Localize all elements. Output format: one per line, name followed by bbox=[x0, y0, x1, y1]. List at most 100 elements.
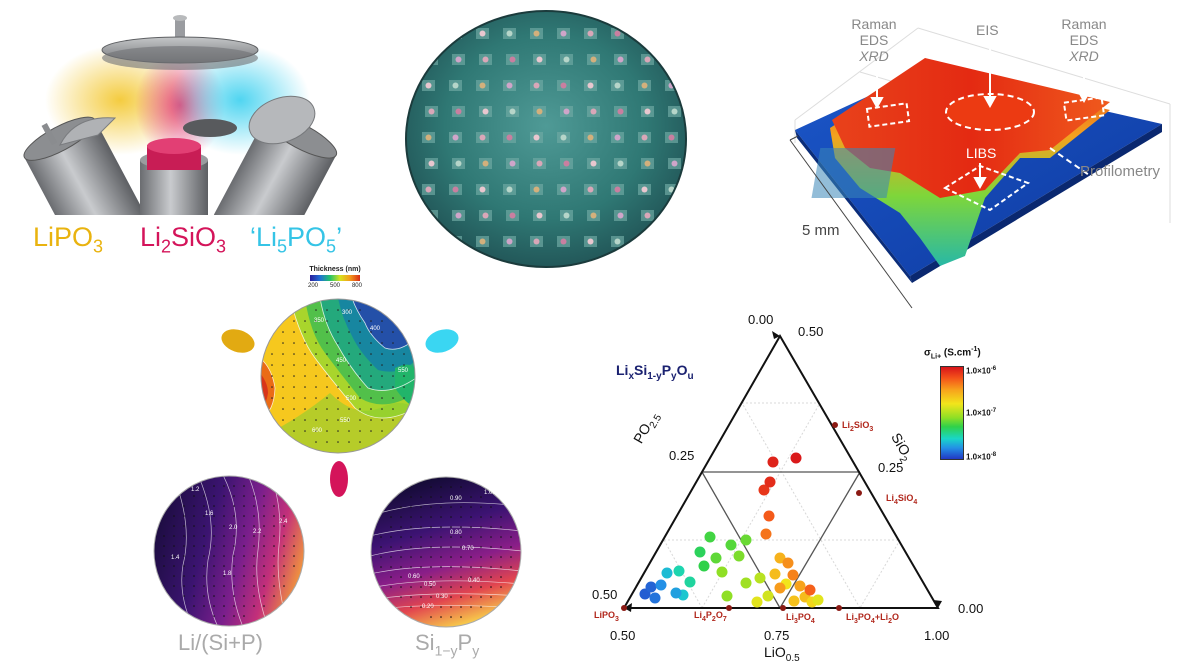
wafer-pad-dot bbox=[452, 82, 459, 89]
li-ratio-map: 1.2 1.6 2.0 2.2 2.4 1.4 1.8 bbox=[153, 475, 305, 627]
measurement-dot bbox=[315, 353, 317, 355]
scale-label: 5 mm bbox=[802, 222, 840, 239]
measurement-dot bbox=[203, 595, 205, 597]
measurement-dot bbox=[213, 505, 215, 507]
measurement-dot bbox=[283, 565, 285, 567]
measurement-dot bbox=[348, 430, 350, 432]
li-ratio-map-drawing bbox=[153, 475, 305, 627]
measurement-dot bbox=[173, 555, 175, 557]
tick-bottom-left-value: 0.50 bbox=[592, 587, 618, 602]
measurement-dot bbox=[213, 615, 215, 617]
measurement-dot bbox=[510, 546, 512, 548]
phase-label-li2sio3: Li2SiO3 bbox=[842, 420, 873, 433]
measurement-dot bbox=[282, 331, 284, 333]
measurement-dot bbox=[263, 575, 265, 577]
measurement-dot bbox=[348, 408, 350, 410]
wafer-pad-dot bbox=[533, 186, 540, 193]
measurement-dot bbox=[359, 320, 361, 322]
wafer-pad-dot bbox=[644, 160, 651, 167]
wafer-pad-dot bbox=[668, 134, 675, 141]
measurement-dot bbox=[420, 586, 422, 588]
thickness-title: Thickness (nm) bbox=[309, 266, 361, 273]
wafer-pad-dot bbox=[509, 56, 516, 63]
measurement-dot bbox=[370, 397, 372, 399]
conductivity-colorbar bbox=[940, 366, 964, 460]
wafer-pad-dot bbox=[533, 134, 540, 141]
source-marker-li2sio3 bbox=[330, 461, 348, 497]
measurement-dot bbox=[163, 565, 165, 567]
measurement-dot bbox=[390, 556, 392, 558]
data-point bbox=[645, 581, 657, 593]
measurement-dot bbox=[253, 555, 255, 557]
measurement-dot bbox=[440, 526, 442, 528]
measurement-dot bbox=[263, 505, 265, 507]
measurement-dot bbox=[420, 546, 422, 548]
wafer-pad-dot bbox=[425, 186, 432, 193]
measurement-dot bbox=[203, 515, 205, 517]
wafer-pad-dot bbox=[590, 160, 597, 167]
measurement-dot bbox=[263, 535, 265, 537]
measurement-dot bbox=[490, 506, 492, 508]
wafer-pad-dot bbox=[641, 238, 648, 245]
measurement-dot bbox=[470, 546, 472, 548]
measurement-dot bbox=[326, 342, 328, 344]
wafer-pad-dot bbox=[590, 212, 597, 219]
wafer-pad bbox=[665, 236, 678, 247]
measurement-dot bbox=[348, 397, 350, 399]
measurement-dot bbox=[293, 397, 295, 399]
data-point bbox=[673, 565, 685, 577]
tick-bottom: 0.75 bbox=[764, 628, 790, 643]
measurement-dot bbox=[440, 586, 442, 588]
wafer-pad-dot bbox=[425, 30, 432, 37]
measurement-dot bbox=[410, 516, 412, 518]
device-3d-map: Raman EDS XRD EIS Raman EDS XRD LIBS Pro… bbox=[750, 8, 1175, 313]
thickness-map: 350 300 400 450 500 600 550 550 bbox=[260, 298, 416, 454]
measurement-dot bbox=[315, 386, 317, 388]
phase-sub: 4 bbox=[810, 617, 815, 625]
measurement-dot bbox=[430, 606, 432, 608]
tick-bottom: 0.50 bbox=[610, 628, 636, 643]
formula-sub: u bbox=[687, 370, 694, 382]
measurement-dot bbox=[359, 342, 361, 344]
data-point bbox=[751, 596, 763, 608]
data-point bbox=[787, 569, 799, 581]
formula-part: Li bbox=[616, 362, 629, 378]
measurement-dot bbox=[273, 545, 275, 547]
measurement-dot bbox=[403, 397, 405, 399]
measurement-dot bbox=[450, 596, 452, 598]
measurement-dot bbox=[337, 331, 339, 333]
tick-right-mid: 0.25 bbox=[878, 460, 904, 475]
measurement-dot bbox=[293, 342, 295, 344]
measurement-dot bbox=[183, 505, 185, 507]
measurement-dot bbox=[273, 585, 275, 587]
measurement-dot bbox=[430, 496, 432, 498]
measurement-dot bbox=[348, 342, 350, 344]
measurement-dot bbox=[263, 605, 265, 607]
measurement-dot bbox=[460, 606, 462, 608]
measurement-dot bbox=[243, 595, 245, 597]
measurement-dot bbox=[304, 364, 306, 366]
measurement-dot bbox=[490, 596, 492, 598]
measurement-dot bbox=[470, 556, 472, 558]
measurement-dot bbox=[193, 505, 195, 507]
source-label-li2sio3: Li2SiO3 bbox=[140, 222, 226, 257]
measurement-dot bbox=[403, 364, 405, 366]
measurement-dot bbox=[203, 505, 205, 507]
measurement-dot bbox=[213, 555, 215, 557]
wafer-pad-dot bbox=[428, 108, 435, 115]
measurement-dot bbox=[293, 535, 295, 537]
cb-title-unit: (S.cm bbox=[941, 347, 972, 359]
wafer-pad-dot bbox=[482, 160, 489, 167]
measurement-dot bbox=[233, 495, 235, 497]
wafer-pad-dot bbox=[506, 30, 513, 37]
measurement-dot bbox=[253, 515, 255, 517]
measurement-dot bbox=[263, 565, 265, 567]
ternary-plot bbox=[621, 331, 942, 612]
measurement-dot bbox=[304, 342, 306, 344]
measurement-dot bbox=[400, 536, 402, 538]
li-ratio-contour: 2.4 bbox=[279, 519, 288, 525]
wafer-pad-dot bbox=[560, 82, 567, 89]
measurement-dot bbox=[450, 586, 452, 588]
data-point bbox=[721, 590, 733, 602]
measurement-dot bbox=[326, 419, 328, 421]
